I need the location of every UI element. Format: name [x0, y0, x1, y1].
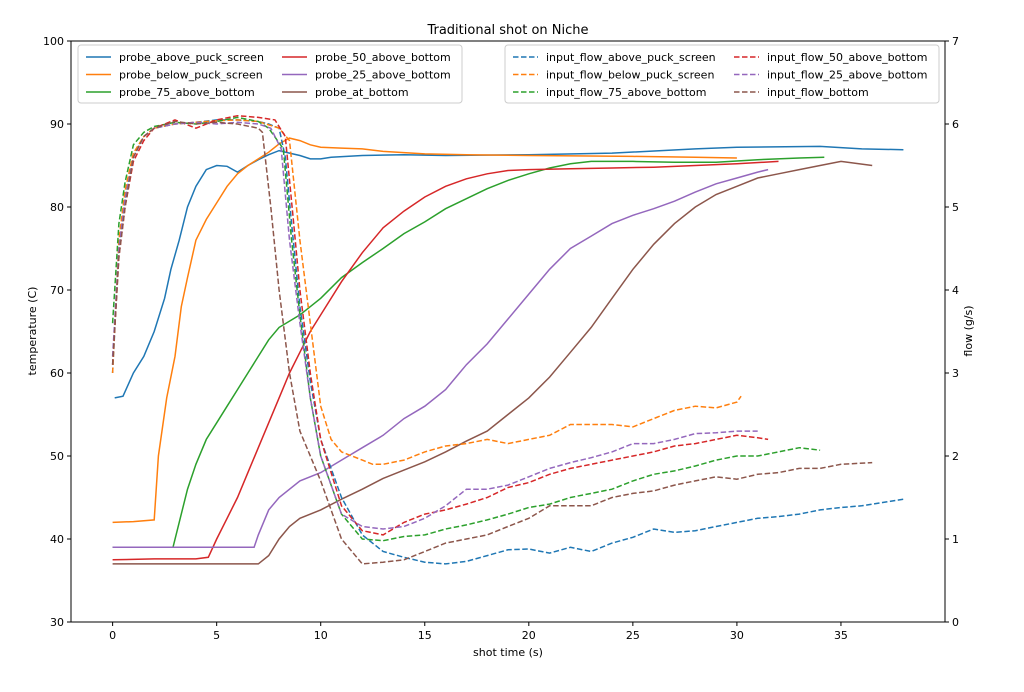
series-line-probe-below-puck-screen — [112, 137, 737, 524]
legend-label: input_flow_below_puck_screen — [546, 69, 714, 82]
legend-label: input_flow_75_above_bottom — [546, 86, 706, 99]
y-tick-label: 70 — [50, 284, 64, 297]
legend-label: probe_25_above_bottom — [315, 69, 451, 82]
legend-label: probe_below_puck_screen — [119, 69, 263, 82]
y-tick-label: 30 — [50, 616, 64, 629]
legend-temperature: probe_above_puck_screen probe_below_puck_… — [77, 44, 463, 104]
series-line-input-flow-25-above-bottom — [111, 121, 758, 530]
series-line-probe-at-bottom — [112, 160, 873, 565]
x-tick-label: 30 — [730, 629, 744, 642]
legend-label: input_flow_50_above_bottom — [767, 51, 927, 64]
y2-tick-label: 3 — [952, 367, 959, 380]
y2-tick-label: 6 — [952, 118, 959, 131]
legend-label: probe_50_above_bottom — [315, 51, 451, 64]
series-line-input-flow-below-puck-screen — [111, 119, 742, 466]
legend-temperature-frame — [77, 44, 463, 104]
series-line-probe-75-above-bottom — [112, 156, 825, 549]
series-line-probe-above-puck-screen — [114, 145, 904, 399]
legend-label: input_flow_above_puck_screen — [546, 51, 716, 64]
y-tick-label: 40 — [50, 533, 64, 546]
y2-tick-label: 5 — [952, 201, 959, 214]
y2-tick-label: 0 — [952, 616, 959, 629]
x-tick-label: 5 — [213, 629, 220, 642]
series-line-input-flow-50-above-bottom — [111, 114, 769, 536]
y2-tick-label: 4 — [952, 284, 959, 297]
legend-flow-frame — [504, 44, 940, 104]
y2-tick-label: 7 — [952, 35, 959, 48]
y-tick-label: 80 — [50, 201, 64, 214]
y2-tick-label: 2 — [952, 450, 959, 463]
y-tick-label: 90 — [50, 118, 64, 131]
legend-label: input_flow_25_above_bottom — [767, 69, 927, 82]
y-tick-label: 60 — [50, 367, 64, 380]
series-line-probe-25-above-bottom — [112, 168, 769, 549]
x-tick-label: 0 — [109, 629, 116, 642]
chart-title: Traditional shot on Niche — [426, 23, 588, 38]
legend-label: probe_at_bottom — [315, 86, 409, 99]
y2-axis-label: flow (g/s) — [962, 305, 975, 356]
x-tick-label: 35 — [834, 629, 848, 642]
y-axis-label: temperature (C) — [26, 287, 39, 376]
x-axis-label: shot time (s) — [473, 646, 543, 659]
plot-frame — [70, 40, 946, 623]
series-line-input-flow-above-puck-screen — [111, 119, 904, 565]
legend-label: input_flow_bottom — [767, 86, 869, 99]
y-tick-label: 100 — [43, 35, 64, 48]
x-tick-label: 20 — [522, 629, 536, 642]
x-tick-label: 25 — [626, 629, 640, 642]
y2-tick-label: 1 — [952, 533, 959, 546]
series-line-input-flow-bottom — [111, 120, 873, 565]
legend-label: probe_above_puck_screen — [119, 51, 264, 64]
y-tick-label: 50 — [50, 450, 64, 463]
legend-label: probe_75_above_bottom — [119, 86, 255, 99]
series-line-probe-50-above-bottom — [112, 160, 779, 561]
x-tick-label: 10 — [314, 629, 328, 642]
legend-flow: input_flow_above_puck_screen input_flow_b… — [504, 44, 940, 104]
x-tick-label: 15 — [418, 629, 432, 642]
